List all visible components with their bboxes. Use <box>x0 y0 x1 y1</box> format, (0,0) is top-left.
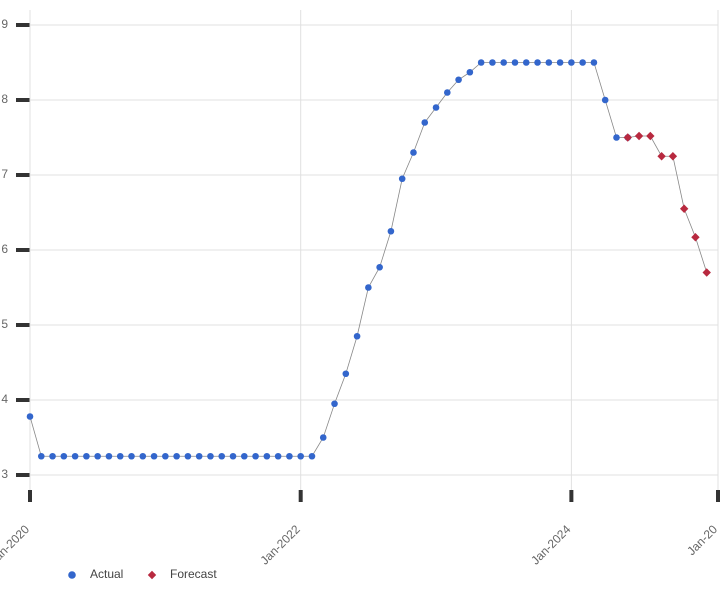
marker-actual <box>421 119 428 126</box>
series-line-forecast <box>628 136 707 273</box>
y-tick-label: 8 <box>1 92 8 106</box>
marker-actual <box>207 453 214 460</box>
marker-actual <box>27 413 34 420</box>
series-line-actual <box>30 63 628 457</box>
marker-actual <box>117 453 124 460</box>
marker-actual <box>489 59 496 66</box>
marker-actual <box>320 434 327 441</box>
x-tick-label: Jan-20 <box>684 522 720 558</box>
marker-actual <box>512 59 519 66</box>
marker-actual <box>354 333 361 340</box>
marker-actual <box>467 69 474 76</box>
marker-actual <box>106 453 113 460</box>
marker-actual <box>241 453 248 460</box>
marker-forecast <box>691 233 699 241</box>
marker-actual <box>309 453 316 460</box>
marker-actual <box>376 264 383 271</box>
marker-actual <box>286 453 293 460</box>
marker-actual <box>218 453 225 460</box>
y-tick-label: 6 <box>1 242 8 256</box>
marker-actual <box>61 453 68 460</box>
marker-actual <box>444 89 451 96</box>
marker-actual <box>388 228 395 235</box>
marker-actual <box>297 453 304 460</box>
marker-actual <box>139 453 146 460</box>
chart-container: 3 4 5 6 7 8 9 Jan-2020 Jan-2022 Jan-2024 Jan-20 Act… <box>0 0 728 600</box>
marker-actual <box>591 59 598 66</box>
marker-forecast <box>624 133 632 141</box>
y-tick-label: 4 <box>1 392 8 406</box>
marker-actual <box>264 453 271 460</box>
x-tick-label: Jan-2022 <box>258 522 304 568</box>
marker-actual <box>275 453 282 460</box>
y-tick-label: 9 <box>1 17 8 31</box>
marker-actual <box>94 453 101 460</box>
marker-actual <box>128 453 135 460</box>
marker-actual <box>173 453 180 460</box>
marker-actual <box>500 59 507 66</box>
marker-actual <box>331 400 338 407</box>
marker-actual <box>49 453 56 460</box>
marker-actual <box>523 59 530 66</box>
marker-actual <box>343 370 350 377</box>
line-chart: 3 4 5 6 7 8 9 Jan-2020 Jan-2022 Jan-2024 Jan-20 Act… <box>0 0 728 600</box>
marker-actual <box>162 453 169 460</box>
y-tick-label: 5 <box>1 317 8 331</box>
marker-actual <box>602 97 609 104</box>
marker-forecast <box>703 268 711 276</box>
marker-actual <box>365 284 372 291</box>
marker-actual <box>83 453 90 460</box>
marker-actual <box>478 59 485 66</box>
marker-actual <box>399 175 406 182</box>
marker-actual <box>185 453 192 460</box>
marker-forecast <box>635 132 643 140</box>
marker-actual <box>252 453 259 460</box>
marker-actual <box>568 59 575 66</box>
marker-actual <box>433 104 440 111</box>
marker-actual <box>410 149 417 156</box>
marker-forecast <box>646 132 654 140</box>
legend-label-actual: Actual <box>90 567 123 581</box>
marker-actual <box>579 59 586 66</box>
marker-actual <box>196 453 203 460</box>
marker-actual <box>72 453 79 460</box>
marker-actual <box>613 134 620 141</box>
marker-actual <box>38 453 45 460</box>
marker-actual <box>557 59 564 66</box>
marker-actual <box>455 76 462 83</box>
marker-forecast <box>680 205 688 213</box>
legend-marker-actual <box>68 571 76 579</box>
marker-actual <box>534 59 541 66</box>
legend-label-forecast: Forecast <box>170 567 217 581</box>
marker-forecast <box>669 152 677 160</box>
marker-actual <box>546 59 553 66</box>
legend-marker-forecast <box>148 571 156 579</box>
marker-actual <box>151 453 158 460</box>
marker-forecast <box>657 152 665 160</box>
y-tick-label: 7 <box>1 167 8 181</box>
marker-actual <box>230 453 237 460</box>
x-tick-label: Jan-2020 <box>0 522 32 568</box>
x-tick-label: Jan-2024 <box>528 522 574 568</box>
y-tick-label: 3 <box>1 467 8 481</box>
